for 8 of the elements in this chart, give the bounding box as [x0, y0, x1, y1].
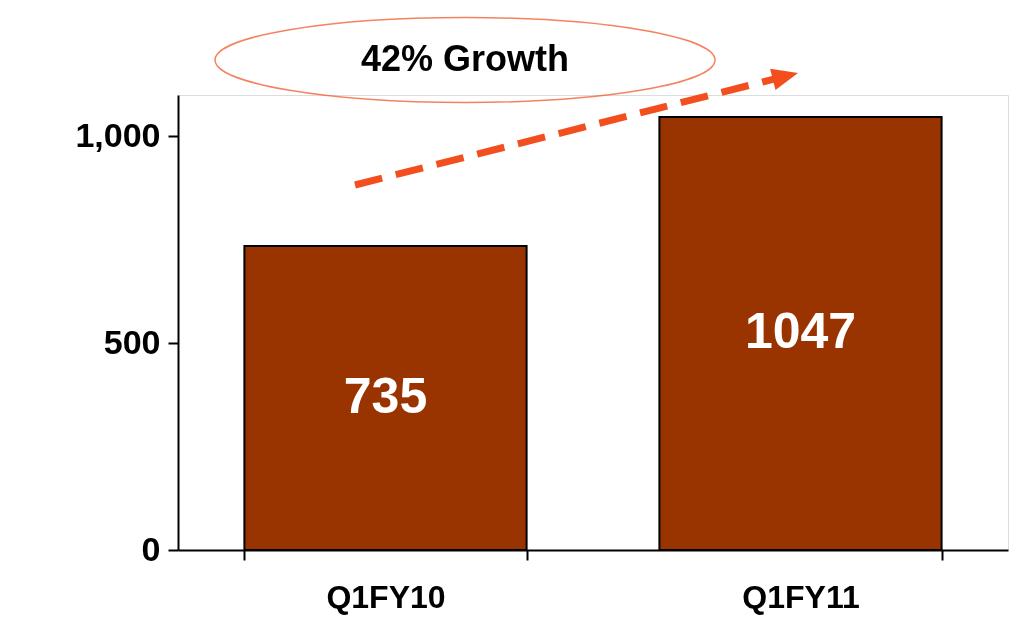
y-tick-label: 1,000: [75, 115, 161, 154]
y-tick-label: 500: [103, 322, 161, 361]
x-tick-label: Q1FY10: [326, 578, 446, 615]
x-tick-label: Q1FY11: [742, 578, 860, 615]
y-tick-label: 0: [141, 529, 161, 568]
data-label: 735: [343, 367, 428, 424]
text: 42% Growth: [360, 38, 570, 79]
data-label: 1047: [744, 303, 857, 360]
